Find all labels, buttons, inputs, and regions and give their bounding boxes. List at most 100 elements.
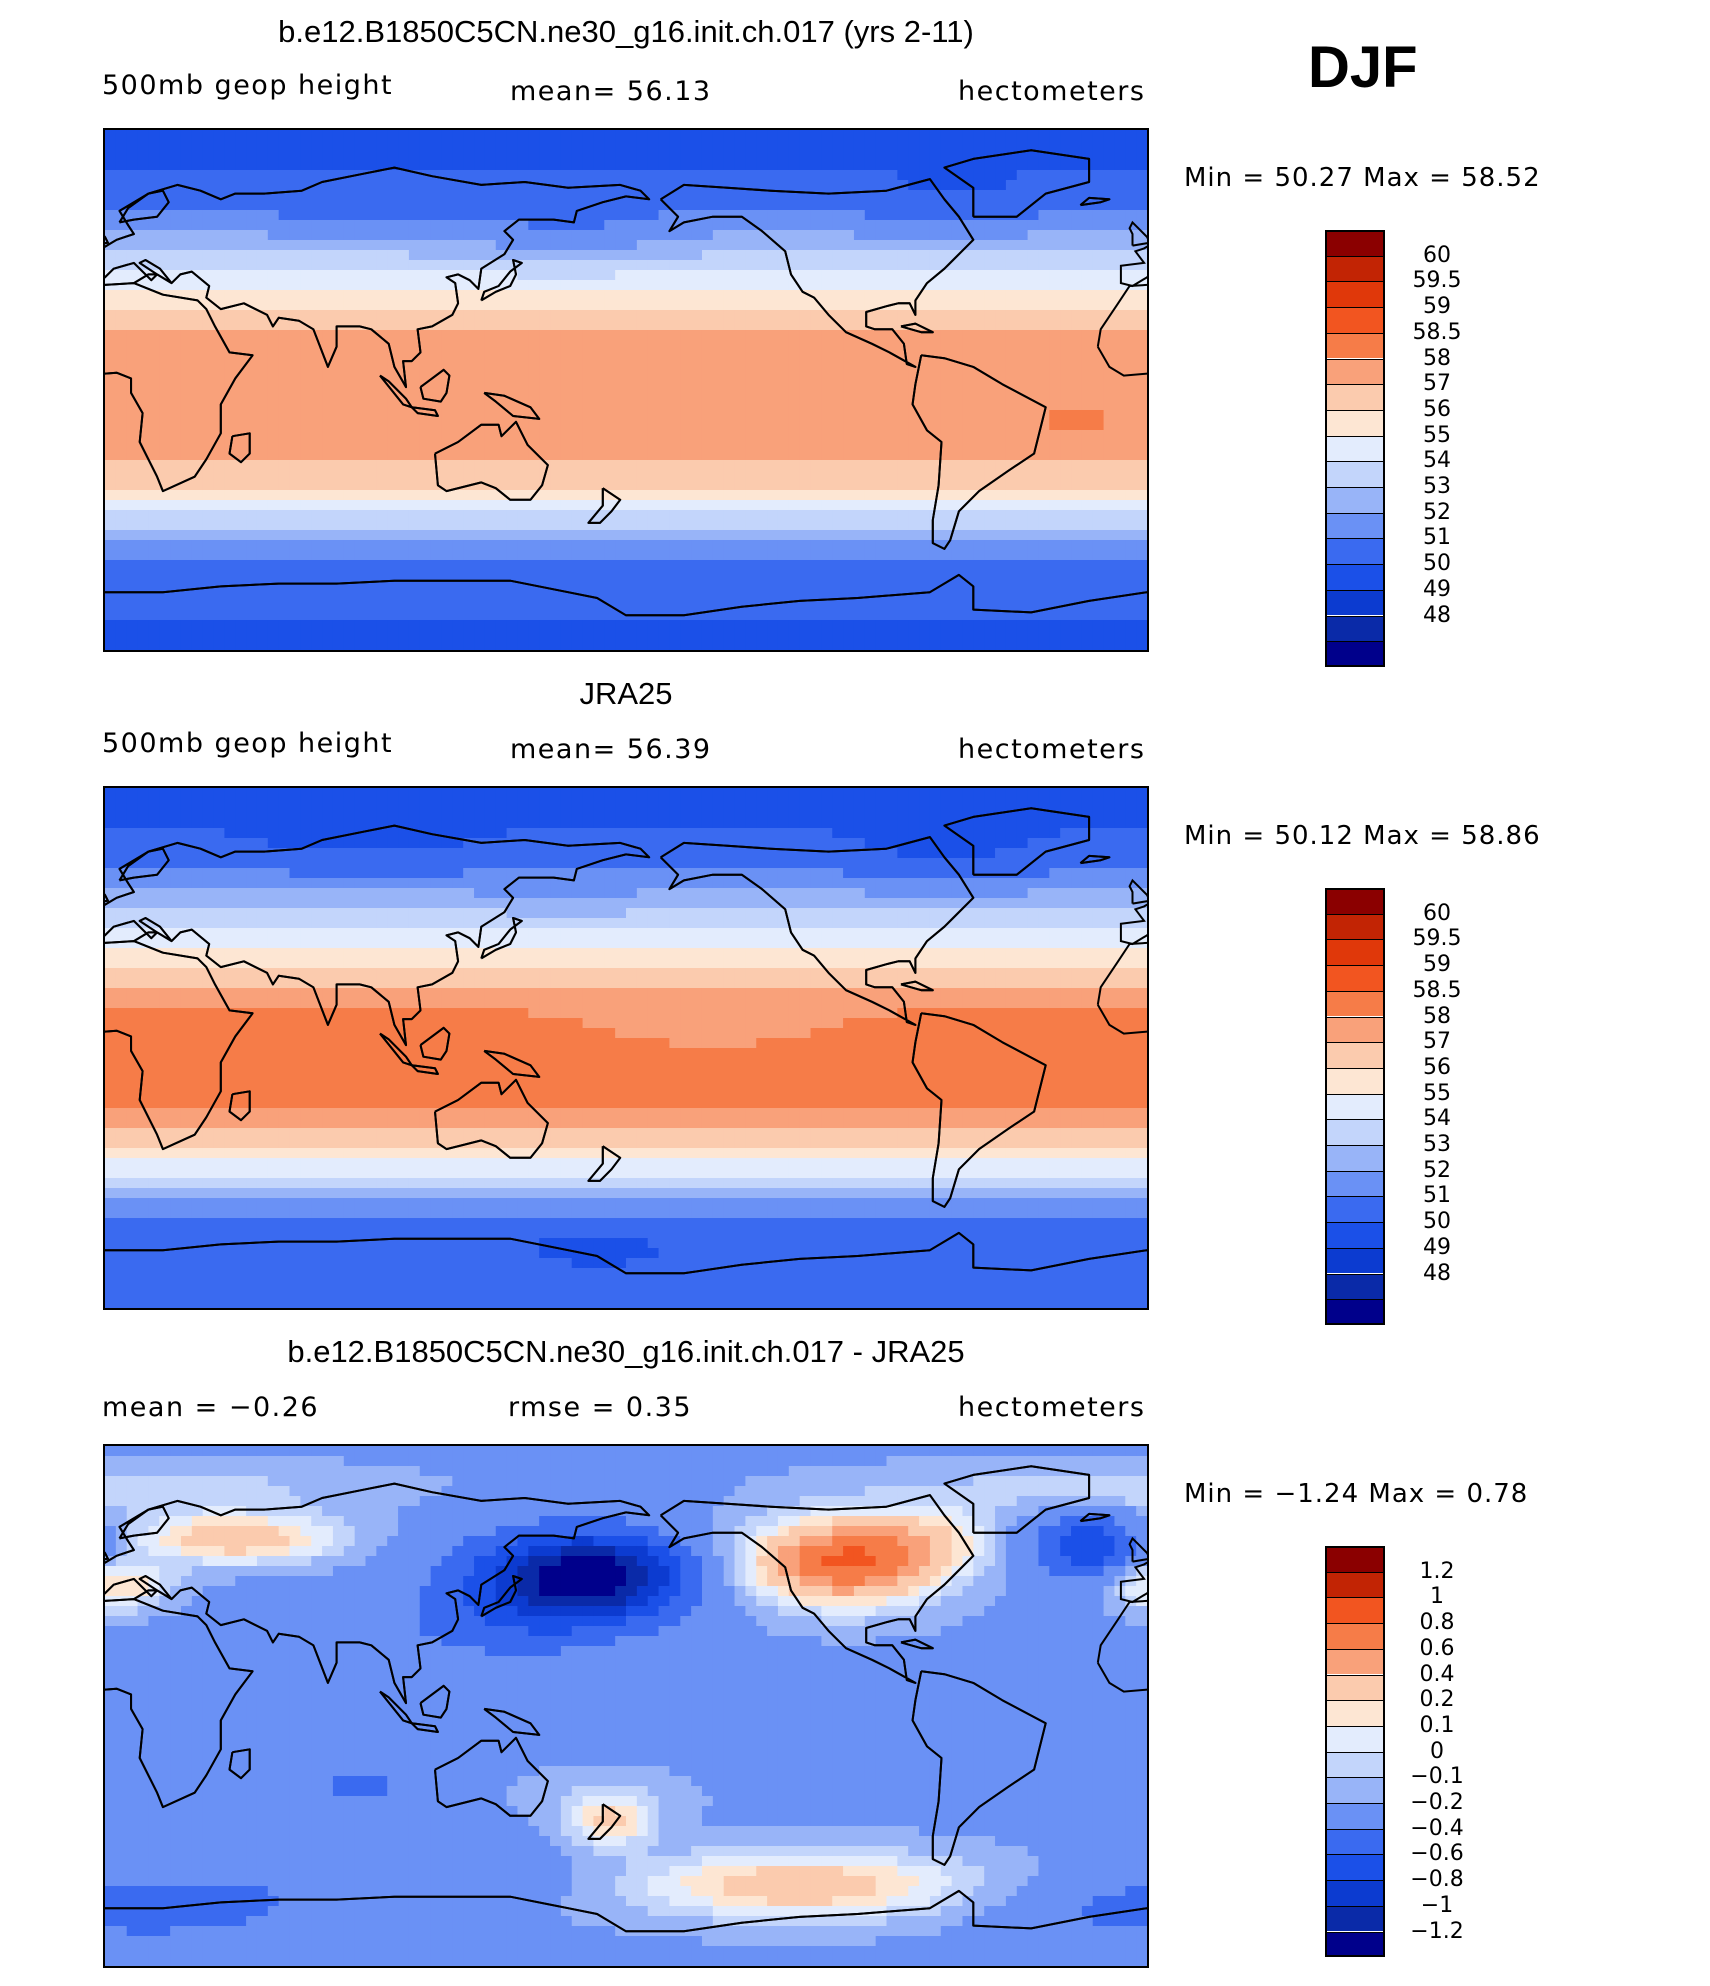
panel-1-cell	[1016, 410, 1029, 421]
panel-1-cell	[821, 290, 833, 301]
panel-1-cell	[1049, 260, 1061, 271]
panel-1-cell	[506, 260, 519, 271]
panel-1-cell	[886, 320, 898, 331]
panel-1-cell	[571, 610, 584, 621]
panel-1-cell	[734, 380, 746, 391]
panel-1-cell	[1049, 150, 1061, 161]
panel-1-cell	[202, 160, 215, 171]
panel-1-cell	[105, 370, 117, 381]
panel-1-cell	[929, 630, 942, 641]
panel-1-cell	[680, 200, 692, 211]
panel-1-cell	[474, 240, 486, 251]
panel-1-cell	[745, 620, 757, 631]
panel-1-cell	[799, 370, 812, 381]
panel-1-cell	[430, 280, 443, 291]
panel-1-cell	[430, 150, 443, 161]
panel-1-cell	[843, 570, 855, 581]
panel-1-cell	[1038, 600, 1050, 611]
panel-1-cell	[886, 640, 898, 650]
panel-1-cell	[582, 210, 595, 221]
panel-1-cell	[886, 330, 898, 341]
panel-1-cell	[680, 570, 692, 581]
panel-1-cell	[777, 590, 790, 601]
panel-1-cell	[929, 430, 942, 441]
panel-1-cell	[148, 350, 160, 361]
panel-1-cell	[940, 280, 953, 291]
panel-1-cell	[712, 300, 725, 311]
panel-1-cell	[658, 460, 671, 471]
panel-1-cell	[669, 520, 681, 531]
panel-1-cell	[311, 210, 323, 221]
panel-1-cell	[951, 370, 964, 381]
panel-1-cell	[864, 430, 877, 441]
panel-1-cell	[137, 500, 150, 511]
panel-1-cell	[626, 540, 638, 551]
panel-1-cell	[777, 190, 790, 201]
panel-1-cell	[495, 140, 508, 151]
panel-1-cell	[354, 160, 367, 171]
panel-1-cell	[256, 440, 269, 451]
panel-1-cell	[105, 300, 117, 311]
panel-1-cell	[962, 260, 974, 271]
panel-1-cell	[376, 480, 388, 491]
panel-1-cell	[626, 450, 638, 461]
panel-1-cell	[191, 290, 204, 301]
panel-1-cell	[1038, 450, 1050, 461]
panel-1-cell	[387, 400, 399, 411]
panel-1-cell	[777, 340, 790, 351]
panel-1-cell	[441, 350, 453, 361]
panel-1-cell	[256, 370, 269, 381]
panel-1-cell	[875, 480, 888, 491]
panel-1-cell	[626, 220, 638, 231]
panel-1-cell	[1016, 370, 1029, 381]
panel-1-cell	[289, 330, 301, 341]
panel-1-cell	[984, 500, 996, 511]
panel-1-cell	[691, 590, 703, 601]
panel-1-cell	[908, 630, 920, 641]
panel-1-cell	[821, 510, 833, 521]
panel-1-cell	[484, 630, 497, 641]
panel-1-cell	[289, 240, 301, 251]
panel-1-cell	[137, 550, 150, 561]
panel-1-cell	[821, 390, 833, 401]
panel-1-cell	[604, 190, 616, 201]
panel-1-cell	[376, 410, 388, 421]
panel-1-cell	[571, 470, 584, 481]
panel-1-cell	[148, 140, 160, 151]
panel-1-cell	[332, 340, 345, 351]
panel-1-cell	[300, 540, 312, 551]
panel-1-cell	[235, 540, 247, 551]
panel-1-cell	[799, 420, 812, 431]
panel-1-cell	[387, 210, 399, 221]
panel-1-cell	[170, 590, 182, 601]
panel-1-cell	[810, 140, 822, 151]
panel-1-cell	[1027, 620, 1040, 631]
panel-1-cell	[539, 320, 551, 331]
panel-1-cell	[951, 620, 964, 631]
panel-1-cell	[387, 140, 399, 151]
panel-1-cell	[897, 130, 909, 141]
panel-1-cell	[463, 470, 475, 481]
panel-1-cell	[202, 200, 215, 211]
panel-1-cell	[398, 330, 410, 341]
panel-1-cell	[853, 160, 866, 171]
panel-1-cell	[1038, 300, 1050, 311]
panel-1-cell	[1060, 240, 1072, 251]
panel-1-cell	[452, 580, 464, 591]
panel-1-cell	[115, 500, 128, 511]
panel-1-cell	[745, 200, 757, 211]
panel-1-cell	[745, 230, 757, 241]
panel-1-cell	[343, 590, 356, 601]
panel-1-cell	[1114, 140, 1126, 151]
panel-1-cell	[1049, 400, 1061, 411]
panel-1-cell	[929, 570, 942, 581]
panel-1-cell	[474, 480, 486, 491]
panel-1-cell	[463, 250, 475, 261]
panel-1-cell	[278, 300, 291, 311]
panel-1-cell	[430, 420, 443, 431]
panel-1-cell	[571, 420, 584, 431]
panel-1-cell	[560, 520, 573, 531]
panel-1-cell	[832, 410, 844, 421]
panel-1-cell	[615, 260, 627, 271]
panel-1-cell	[452, 330, 464, 341]
